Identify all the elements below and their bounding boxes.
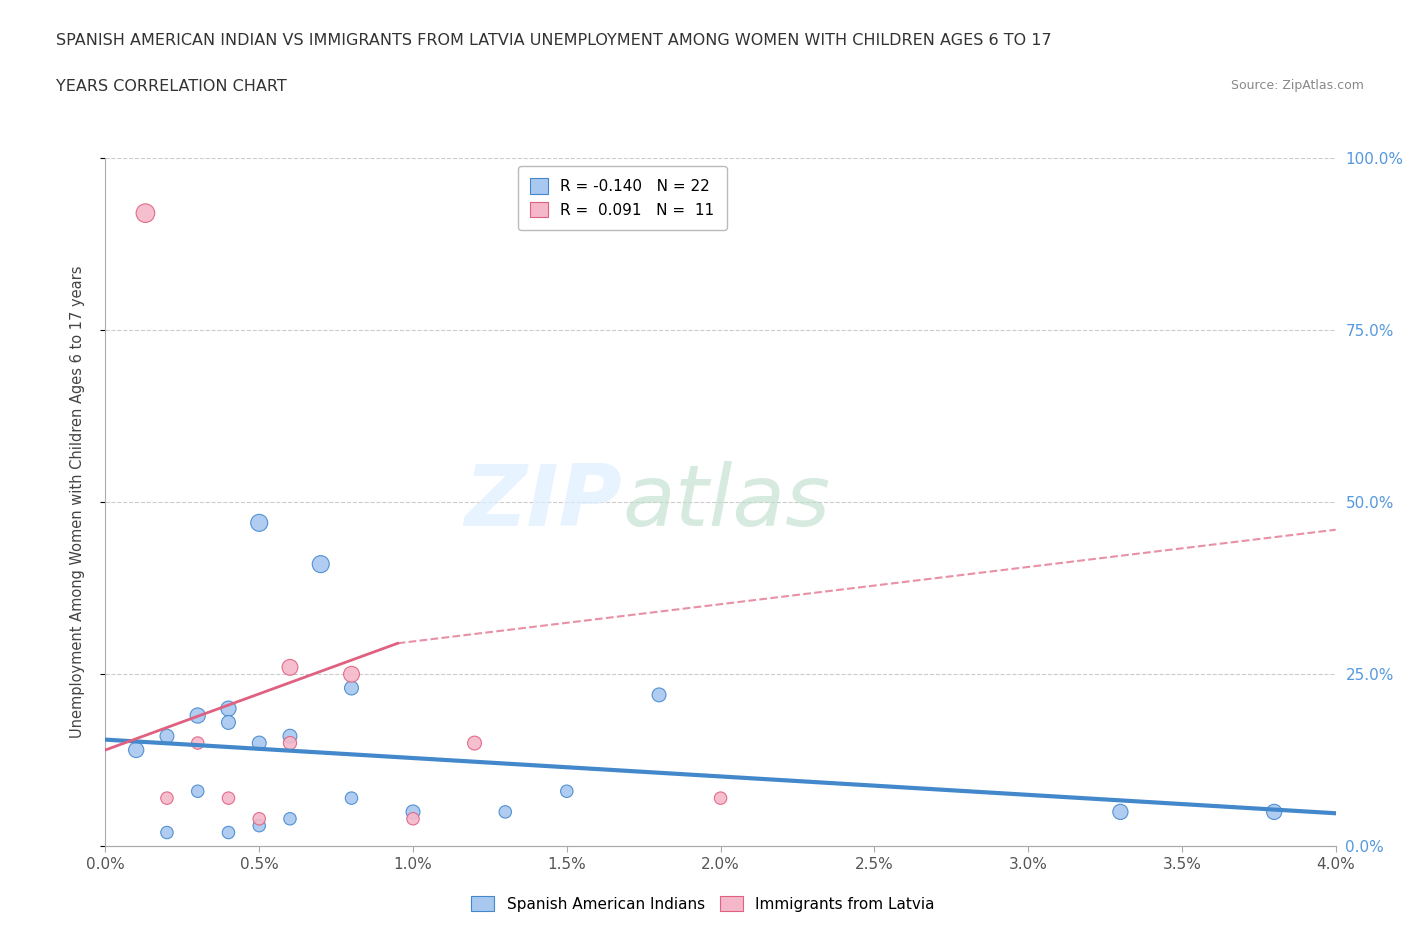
Point (247, 811, 270, 826)
Point (402, 804, 425, 819)
Point (555, 784, 578, 799)
Point (218, 701, 240, 716)
Point (1263, 804, 1285, 819)
Point (648, 687, 671, 702)
Point (309, 557, 332, 572)
Point (156, 729, 179, 744)
Point (187, 736, 209, 751)
Point (218, 790, 240, 805)
Legend: Spanish American Indians, Immigrants from Latvia: Spanish American Indians, Immigrants fro… (465, 889, 941, 918)
Point (278, 660, 301, 675)
Point (125, 742, 148, 757)
Point (134, 206, 156, 220)
Point (278, 736, 301, 751)
Point (402, 811, 425, 826)
Point (156, 790, 179, 805)
Text: YEARS CORRELATION CHART: YEARS CORRELATION CHART (56, 79, 287, 94)
Point (1109, 804, 1132, 819)
Point (340, 667, 363, 682)
Text: SPANISH AMERICAN INDIAN VS IMMIGRANTS FROM LATVIA UNEMPLOYMENT AMONG WOMEN WITH : SPANISH AMERICAN INDIAN VS IMMIGRANTS FR… (56, 33, 1052, 47)
Text: atlas: atlas (621, 460, 830, 544)
Point (340, 790, 363, 805)
Point (187, 784, 209, 799)
Point (187, 708, 209, 723)
Point (247, 736, 270, 751)
Point (464, 736, 486, 751)
Text: ZIP: ZIP (464, 460, 621, 544)
Point (156, 825, 179, 840)
Legend: R = -0.140   N = 22, R =  0.091   N =  11: R = -0.140 N = 22, R = 0.091 N = 11 (517, 166, 727, 230)
Point (247, 818, 270, 833)
Point (340, 681, 363, 696)
Point (278, 729, 301, 744)
Y-axis label: Unemployment Among Women with Children Ages 6 to 17 years: Unemployment Among Women with Children A… (70, 266, 84, 738)
Text: Source: ZipAtlas.com: Source: ZipAtlas.com (1230, 79, 1364, 92)
Point (278, 811, 301, 826)
Point (494, 804, 516, 819)
Point (218, 715, 240, 730)
Point (710, 790, 733, 805)
Point (218, 825, 240, 840)
Point (247, 515, 270, 530)
